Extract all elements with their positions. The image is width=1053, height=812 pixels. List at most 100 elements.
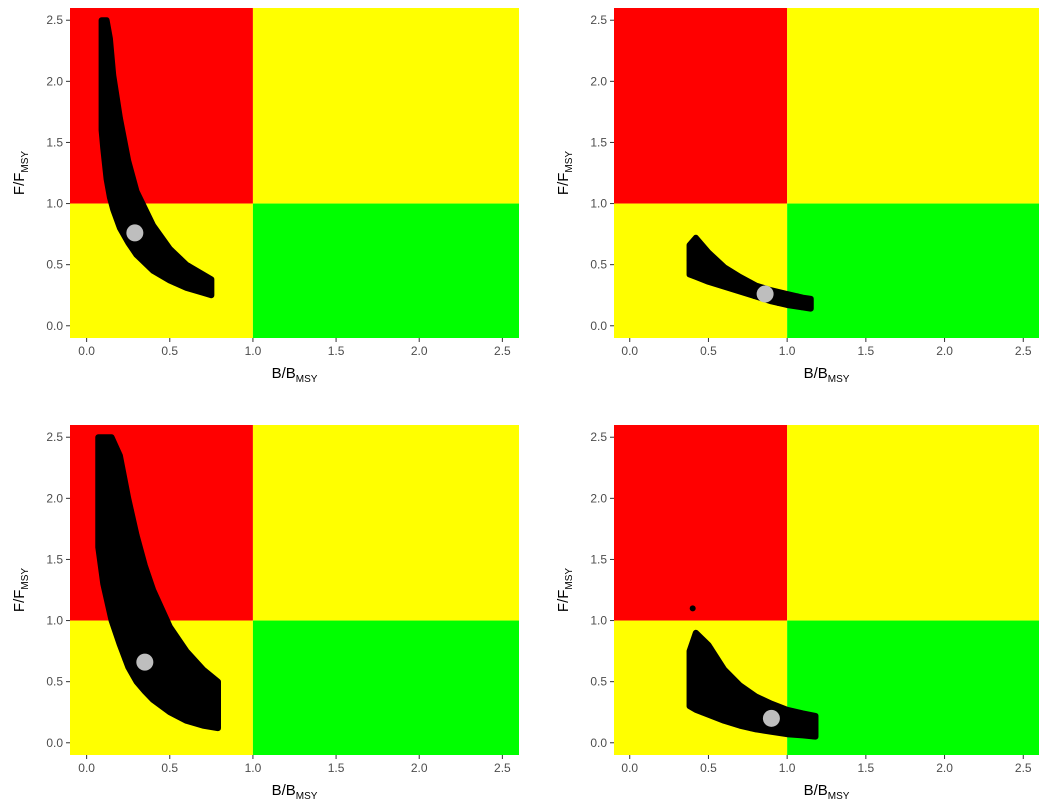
posterior-point [109,75,116,82]
panel-top-left: 0.0 0.5 1.0 1.5 2.0 2.5 0.0 0.5 1.0 1.5 2.0 2.5 B/BM… [11,8,520,385]
posterior-point [114,152,121,159]
x-tick-label: 0.5 [161,344,178,358]
posterior-outlier-point [689,605,696,612]
y-tick-label: 0.5 [46,258,63,272]
posterior-point [108,58,115,65]
posterior-point [732,719,739,726]
posterior-point [775,299,782,306]
posterior-point [130,182,137,189]
posterior-point [689,252,696,259]
posterior-point [695,264,702,271]
posterior-point [129,528,136,535]
zone-0 [614,8,788,204]
posterior-point [153,677,160,684]
posterior-point [174,666,181,673]
posterior-point [741,719,748,726]
posterior-point [112,569,119,576]
posterior-point [132,560,139,567]
posterior-point [705,661,712,668]
posterior-point [119,224,126,231]
x-axis-label: B/BMSY [272,782,318,802]
posterior-point [202,699,209,706]
posterior-point [197,287,204,294]
posterior-point [133,672,140,679]
posterior-point [171,277,178,284]
posterior-point [708,667,715,674]
posterior-point [155,233,162,240]
posterior-point [764,727,771,734]
zone-0 [70,8,253,204]
posterior-point [124,517,131,524]
posterior-point [799,301,806,308]
posterior-point [167,670,174,677]
y-tick-label: 1.5 [46,135,63,149]
posterior-point [156,630,163,637]
posterior-point [126,179,133,186]
x-axis-label: B/BMSY [804,365,850,385]
posterior-point [692,260,699,267]
posterior-point [141,235,148,242]
posterior-point [122,656,129,663]
posterior-point [178,269,185,276]
panel-top-right: 0.0 0.5 1.0 1.5 2.0 2.5 0.0 0.5 1.0 1.5 2.0 2.5 B/BM… [555,8,1039,385]
x-axis-label: B/BMSY [272,365,318,385]
posterior-point [202,680,209,687]
y-tick-label: 2.0 [590,74,607,88]
posterior-point [188,274,195,281]
posterior-point [97,483,104,490]
posterior-point [694,649,701,656]
posterior-point [147,648,154,655]
y-tick-label: 0.0 [590,736,607,750]
posterior-point [691,643,698,650]
x-tick-label: 0.0 [621,344,638,358]
posterior-point [191,285,198,292]
posterior-point [748,700,755,707]
x-tick-label: 0.0 [78,344,95,358]
posterior-point [134,252,141,259]
posterior-point [164,675,171,682]
y-tick-label: 1.0 [590,197,607,211]
posterior-point [120,163,127,170]
posterior-point [127,597,134,604]
y-tick-label: 1.0 [46,197,63,211]
posterior-point [782,297,789,304]
posterior-point [173,684,180,691]
posterior-point [132,533,139,540]
posterior-point [690,671,697,678]
posterior-point [805,722,812,729]
posterior-point [210,712,217,719]
x-tick-label: 2.5 [494,761,511,775]
posterior-point [147,627,154,634]
posterior-point [687,702,694,709]
posterior-point [131,242,138,249]
posterior-point [100,573,107,580]
posterior-point [148,634,155,641]
posterior-point [723,704,730,711]
posterior-point [795,723,802,730]
posterior-point [144,638,151,645]
posterior-point [108,549,115,556]
posterior-point [109,520,116,527]
posterior-point [142,217,149,224]
posterior-point [105,150,112,157]
posterior-point [100,76,107,83]
posterior-point [721,269,728,276]
posterior-point [195,662,202,669]
posterior-point [147,611,154,618]
posterior-point [171,675,178,682]
y-tick-label: 1.0 [590,614,607,628]
posterior-point [790,716,797,723]
zone-1 [252,425,520,621]
zone-1 [252,8,520,204]
posterior-point [126,183,133,190]
posterior-point [711,699,718,706]
posterior-point [126,199,133,206]
posterior-point [162,623,169,630]
posterior-point [111,620,118,627]
posterior-point [695,695,702,702]
y-axis-label: F/FMSY [555,151,575,196]
posterior-point [742,286,749,293]
posterior-point [708,274,715,281]
panel-bottom-right: 0.0 0.5 1.0 1.5 2.0 2.5 0.0 0.5 1.0 1.5 2.0 2.5 B/BM… [555,425,1039,802]
